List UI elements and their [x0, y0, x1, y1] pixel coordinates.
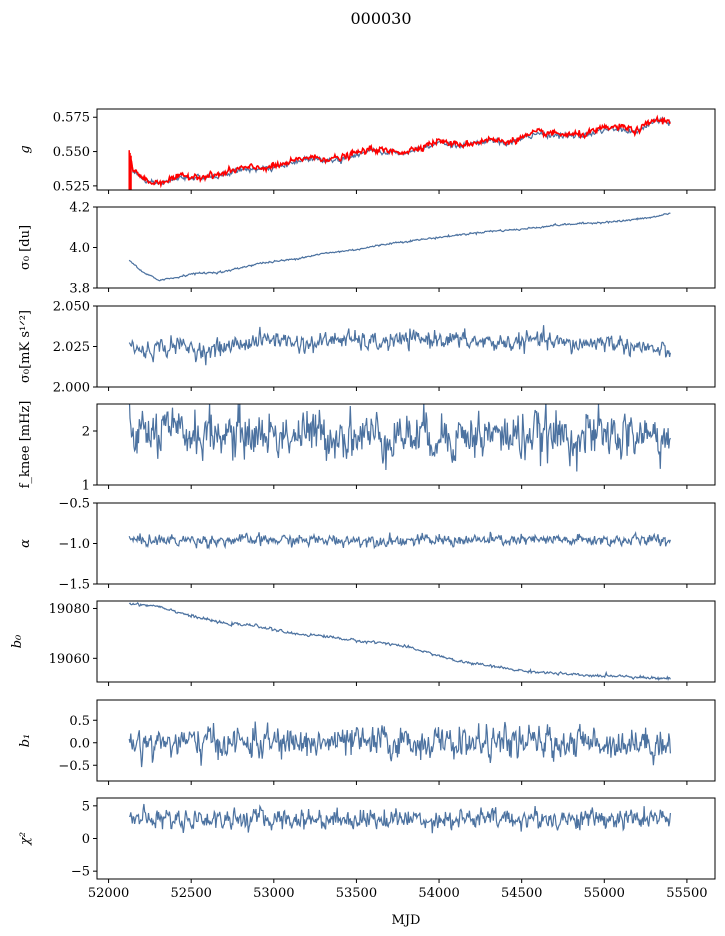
series-line-1: [128, 721, 671, 768]
axes-frame: [96, 699, 716, 782]
axes-frame: [96, 797, 716, 880]
y-tick-label: 4.2: [69, 201, 90, 216]
y-tick-label: 0.575: [53, 111, 90, 126]
y-tick-label: 3.8: [69, 282, 90, 297]
y-axis-label: f_knee [mHz]: [18, 401, 33, 489]
y-tick-label: 5: [82, 799, 90, 814]
panel-7: −0.5 0.0 0.5 b₁: [18, 699, 716, 785]
y-tick-label: 0.0: [69, 736, 90, 751]
y-axis-label: g: [18, 145, 33, 153]
x-tick-label: 52500: [171, 886, 212, 901]
axes-frame: [96, 403, 716, 486]
y-tick-label: 2.050: [53, 300, 90, 315]
series-line-1: [128, 601, 671, 682]
y-axis-label: b₁: [18, 734, 33, 748]
y-tick-label: −1.5: [58, 578, 90, 593]
x-tick-label: 54000: [418, 886, 459, 901]
axes-frame: [96, 108, 716, 191]
y-axis-label: χ²: [18, 832, 33, 846]
y-tick-label: 2: [82, 425, 90, 440]
y-tick-label: 2.025: [53, 340, 90, 355]
panel-5: −1.5 −1.0 −0.5 α: [18, 497, 716, 593]
x-tick-label: 53500: [336, 886, 377, 901]
y-tick-label: 1: [82, 479, 90, 494]
y-axis-label: σ₀[mK s¹ᐟ²]: [18, 310, 33, 383]
x-tick-label: 55500: [666, 886, 707, 901]
series-line-2: [128, 114, 671, 189]
y-axis-label: b₀: [10, 634, 25, 648]
axes-frame: [96, 206, 716, 289]
panel-4: 1 2 f_knee [mHz]: [18, 401, 716, 494]
series-line-1: [128, 325, 671, 366]
panel-1: 0.525 0.550 0.575 g: [18, 108, 716, 194]
series-line-1: [128, 803, 671, 834]
y-tick-label: −1.0: [58, 537, 90, 552]
y-axis-label: α: [18, 539, 33, 548]
x-tick-label: 54500: [501, 886, 542, 901]
y-tick-label: 4.0: [69, 241, 90, 256]
axes-frame: [96, 600, 716, 683]
y-tick-label: 0: [82, 832, 90, 847]
y-tick-label: 0.550: [53, 145, 90, 160]
y-tick-label: 19060: [49, 652, 90, 667]
figure-title: 000030: [350, 9, 411, 28]
y-tick-label: 19080: [49, 602, 90, 617]
series-line-1: [128, 212, 671, 282]
panel-8: −5 0 5 52000 52500 53000 53500 54000 54500 55000 5…: [18, 797, 716, 901]
y-tick-label: −0.5: [58, 497, 90, 512]
x-tick-label: 53000: [253, 886, 294, 901]
y-tick-label: −0.5: [58, 759, 90, 774]
series-line-1: [128, 530, 671, 550]
y-tick-label: −5: [71, 865, 90, 880]
panel-3: 2.000 2.025 2.050 σ₀[mK s¹ᐟ²]: [18, 300, 716, 396]
panel-6: 19060 19080 b₀: [10, 600, 716, 686]
series-line-1: [128, 404, 671, 472]
panel-2: 3.8 4.0 4.2 σ₀ [du]: [18, 201, 716, 297]
x-tick-label: 52000: [88, 886, 129, 901]
y-tick-label: 0.5: [69, 714, 90, 729]
y-axis-label: σ₀ [du]: [18, 225, 33, 270]
x-tick-label: 55000: [584, 886, 625, 901]
x-axis-label: MJD: [392, 913, 421, 928]
y-tick-label: 2.000: [53, 381, 90, 396]
y-tick-label: 0.525: [53, 179, 90, 194]
